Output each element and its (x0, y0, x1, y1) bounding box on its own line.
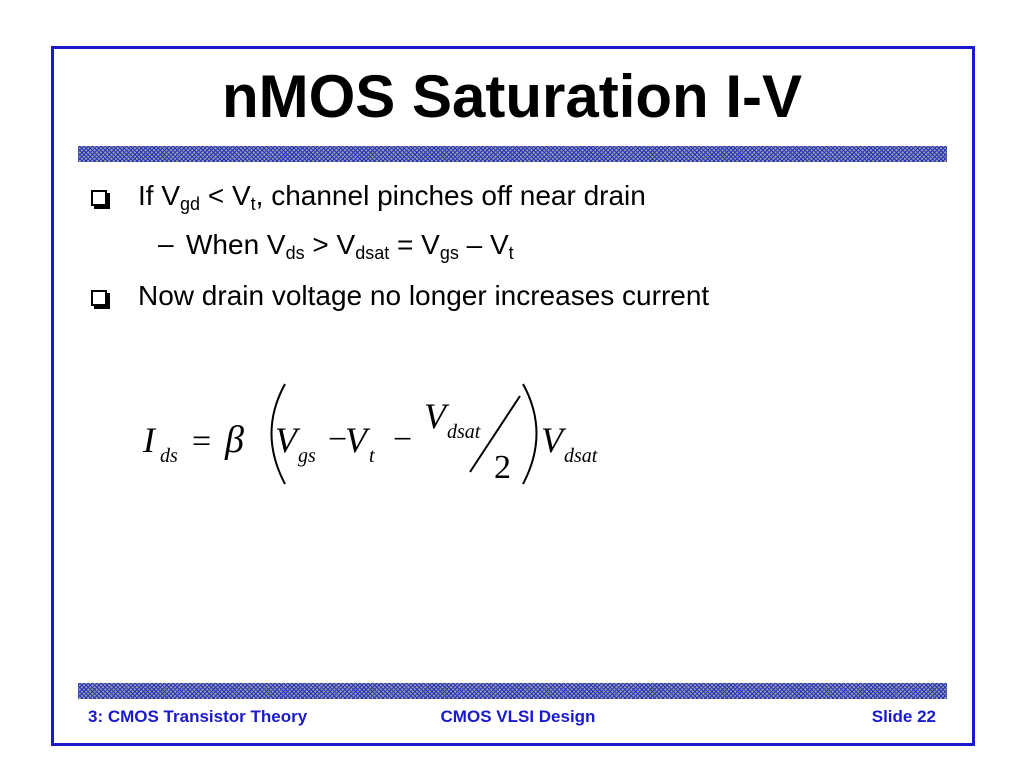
subscript: t (250, 194, 256, 214)
bullet-text: If Vgd < Vt, channel pinches off near dr… (138, 180, 646, 215)
text-run: > V (304, 229, 356, 260)
text-run: = V (389, 229, 440, 260)
subscript: gs (439, 243, 459, 263)
text-run: < V (200, 180, 251, 211)
text-run: – V (458, 229, 509, 260)
paren (522, 383, 538, 485)
text-run: If V (138, 180, 181, 211)
bullet-icon (91, 290, 107, 306)
eq-sub: dsat (564, 445, 598, 467)
eq-symbol: = (192, 423, 211, 460)
eq-symbol: I (142, 420, 157, 460)
eq-symbol: 2 (494, 449, 511, 486)
eq-symbol: V (424, 396, 450, 436)
text-run: , channel pinches off near drain (255, 180, 646, 211)
eq-symbol: β (224, 419, 244, 461)
paren (270, 383, 286, 485)
subscript: gd (180, 194, 201, 214)
eq-symbol: − (328, 421, 347, 458)
eq-symbol: V (541, 420, 567, 460)
footer-center: CMOS VLSI Design (440, 707, 596, 726)
bullet-text: Now drain voltage no longer increases cu… (138, 280, 709, 312)
eq-sub: ds (160, 445, 178, 467)
eq-symbol: V (275, 420, 301, 460)
subscript: t (508, 243, 514, 263)
sub-bullet-icon: – (158, 228, 174, 259)
fraction-slash (469, 395, 521, 473)
subscript: ds (285, 243, 305, 263)
eq-sub: dsat (447, 421, 481, 443)
divider (78, 146, 947, 162)
eq-sub: t (369, 445, 375, 467)
divider (78, 683, 947, 699)
text-run: When V (186, 229, 286, 260)
subscript: dsat (355, 243, 390, 263)
text-run: Now drain voltage no longer increases cu… (138, 280, 710, 311)
eq-symbol: V (345, 420, 371, 460)
bullet-text: When Vds > Vdsat = Vgs – Vt (186, 229, 514, 264)
bullet-icon (91, 190, 107, 206)
slide-title: nMOS Saturation I-V (221, 63, 803, 130)
footer-left: 3: CMOS Transistor Theory (88, 707, 308, 726)
eq-sub: gs (298, 445, 316, 467)
slide-frame (51, 46, 975, 746)
footer-right: Slide 22 (871, 707, 936, 726)
eq-symbol: − (393, 421, 412, 458)
